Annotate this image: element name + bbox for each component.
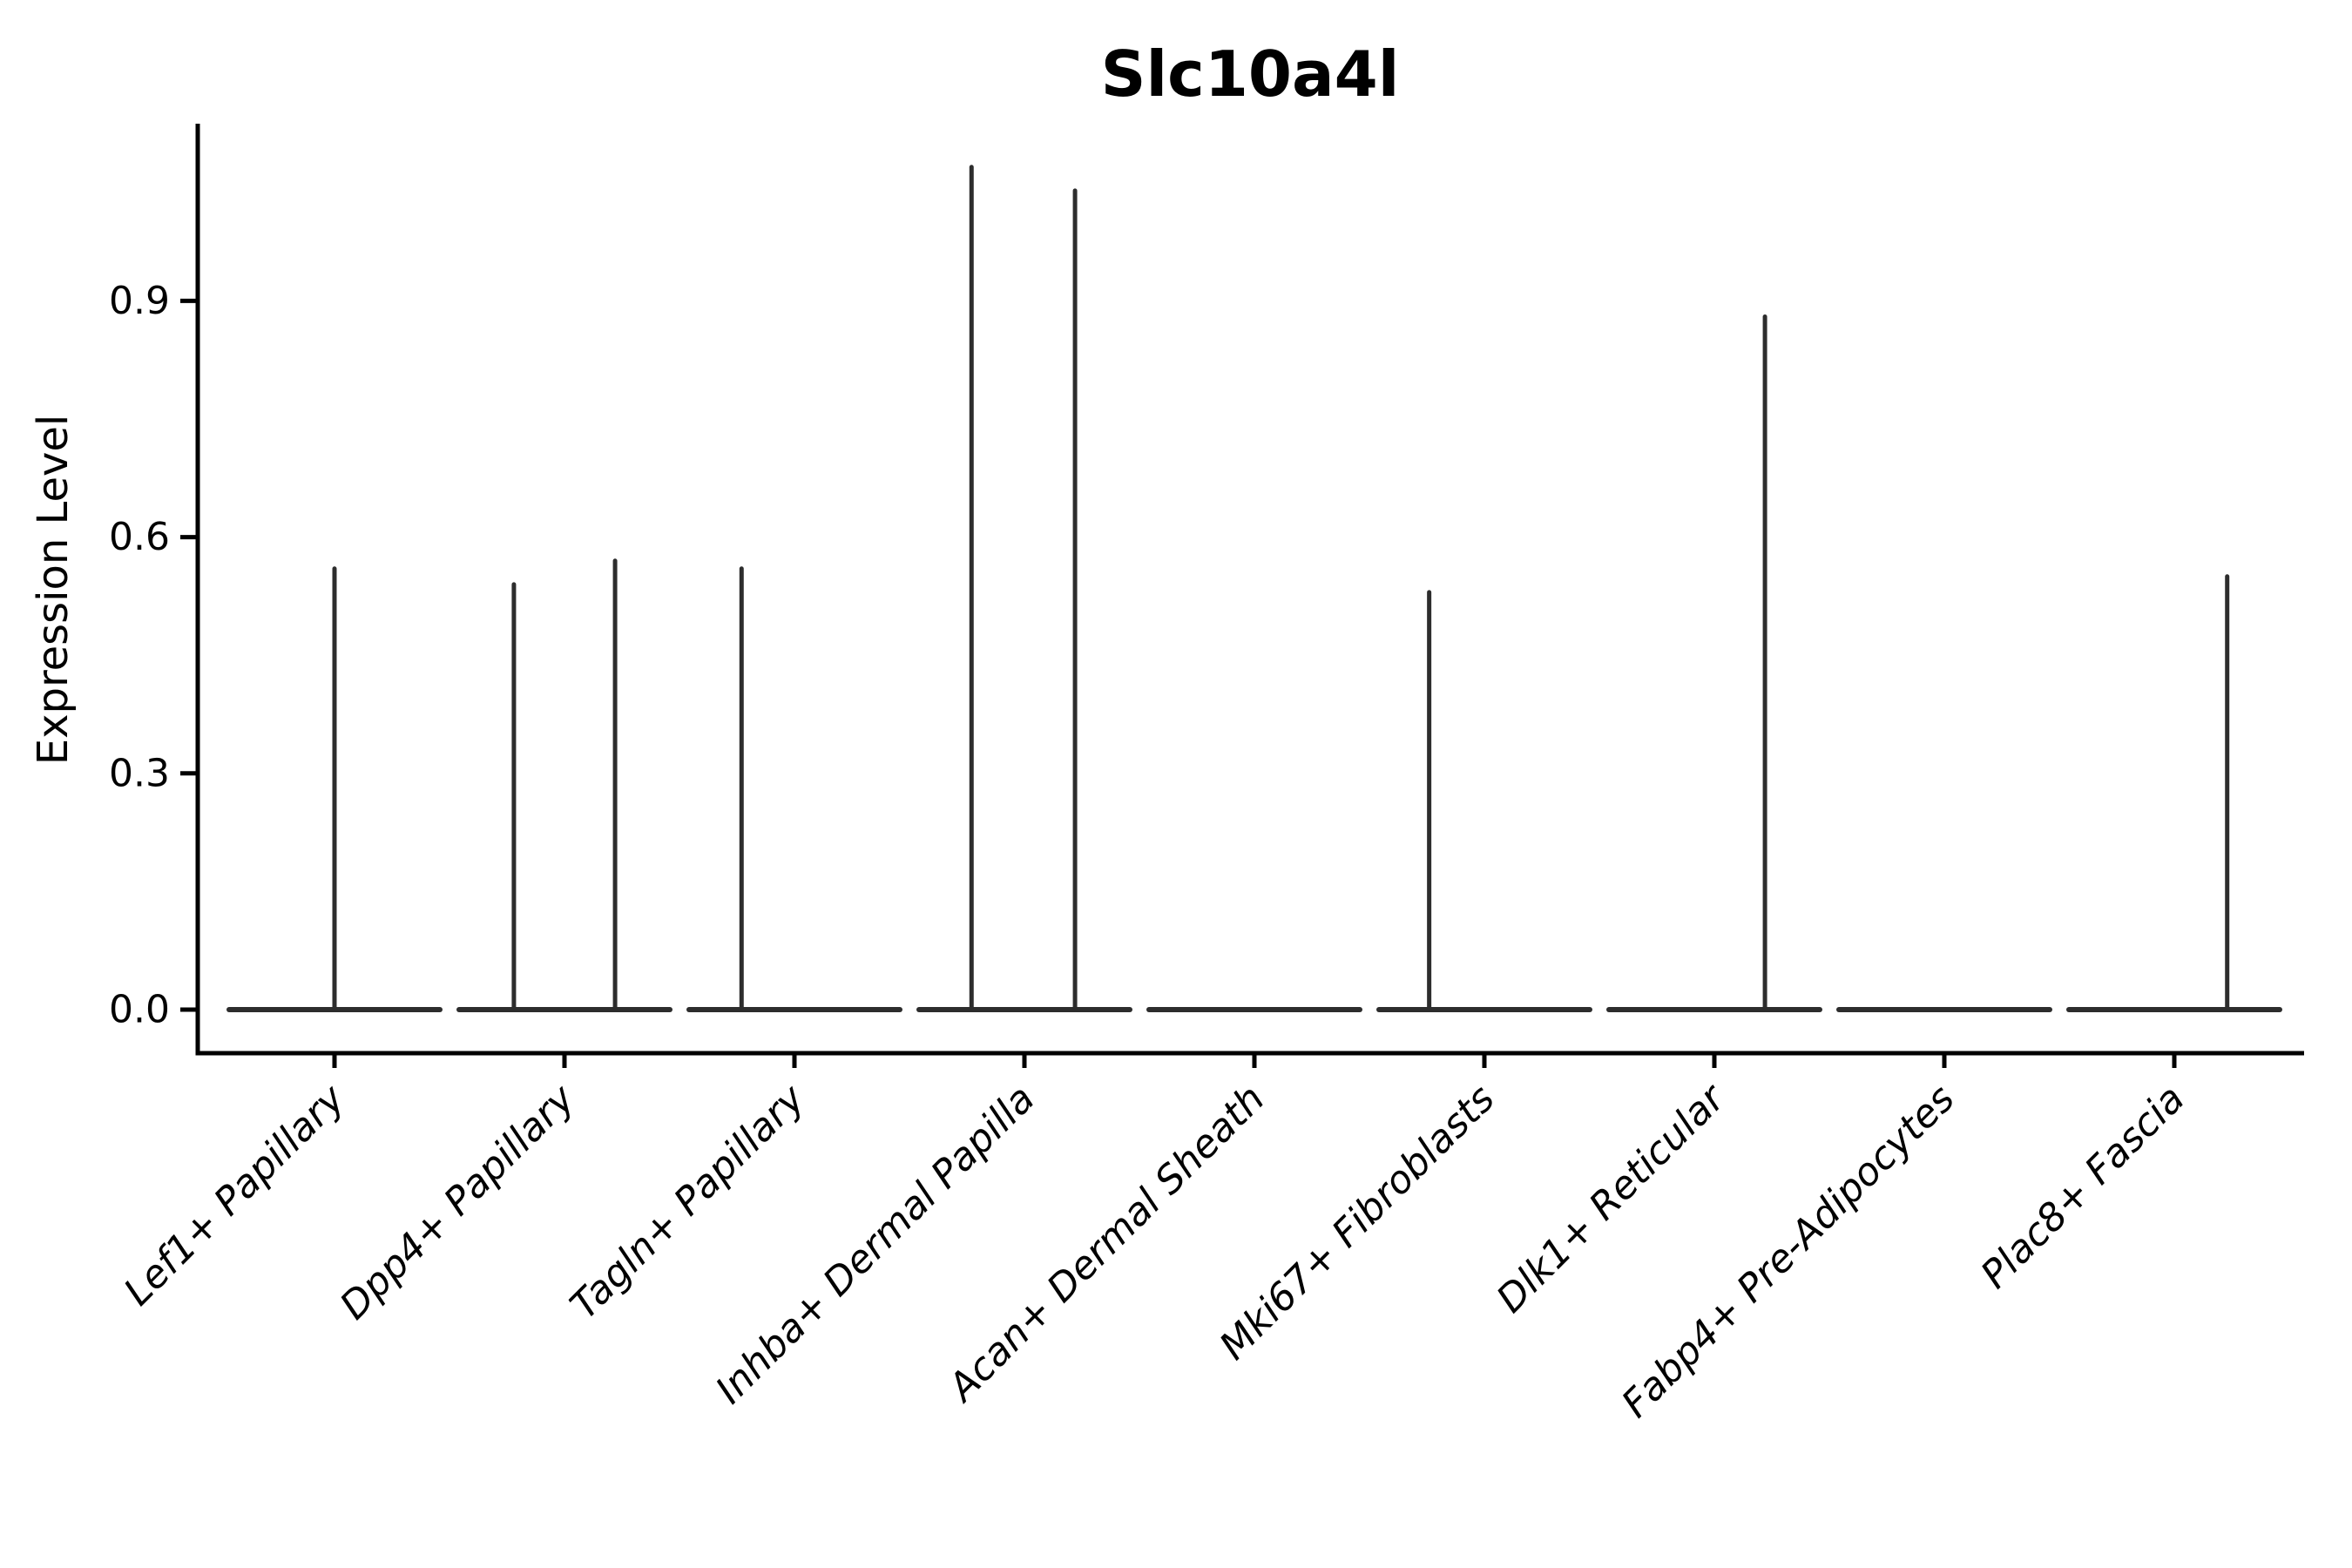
x-tick-label: Dpp4+ Papillary xyxy=(332,1076,585,1328)
x-tick-label: Plac8+ Fascia xyxy=(1972,1077,2193,1297)
y-tick-label: 0.6 xyxy=(109,515,170,559)
violin xyxy=(226,566,443,1012)
y-tick-label: 0.0 xyxy=(109,988,170,1032)
violin xyxy=(1376,590,1592,1012)
violin xyxy=(456,558,672,1012)
x-tick-label: Tagln+ Papillary xyxy=(562,1076,814,1328)
x-tick-label: Lef1+ Papillary xyxy=(116,1076,355,1315)
y-tick-label: 0.3 xyxy=(109,751,170,795)
y-axis-label: Expression Level xyxy=(29,415,78,766)
x-tick-label: Dlk1+ Reticular xyxy=(1488,1075,1734,1321)
violin xyxy=(1606,314,1822,1012)
violin xyxy=(686,566,902,1012)
violin xyxy=(916,165,1132,1012)
violin xyxy=(2066,574,2282,1012)
y-tick-label: 0.9 xyxy=(109,279,170,323)
chart-title: Slc10a4l xyxy=(1101,37,1400,111)
